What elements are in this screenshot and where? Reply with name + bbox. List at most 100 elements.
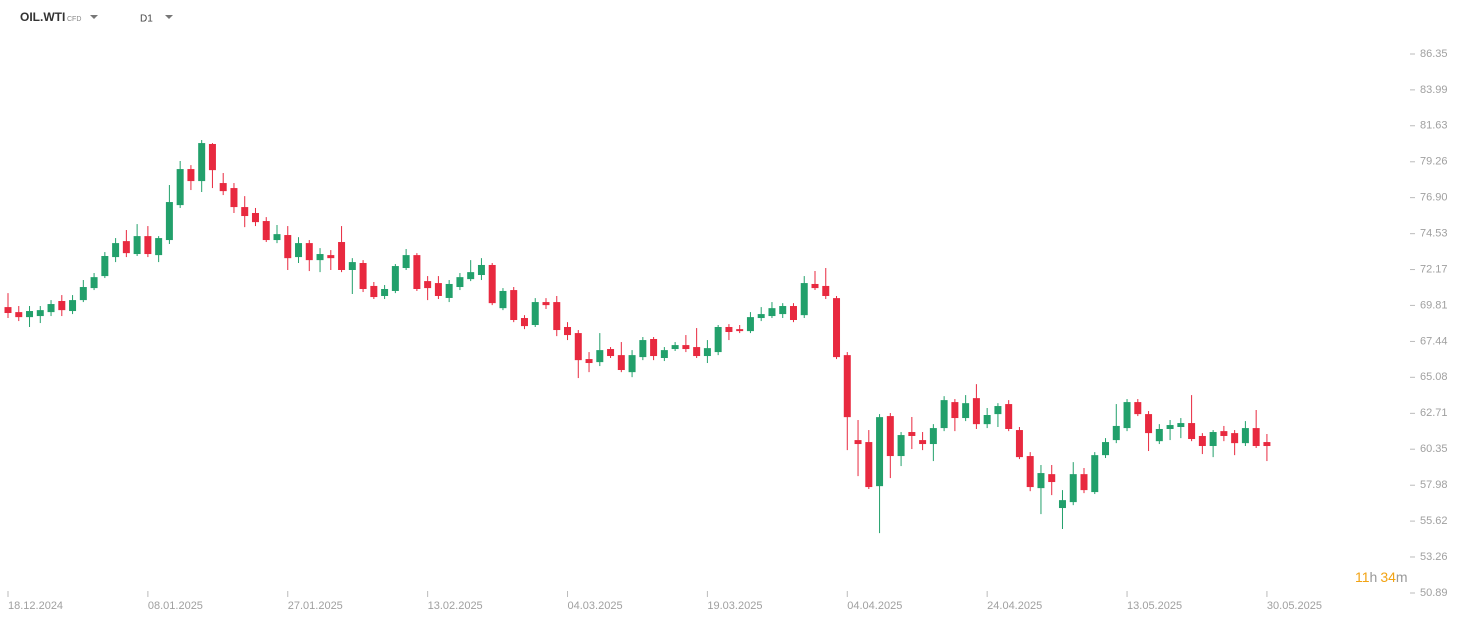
- y-tick-label: 83.99: [1420, 84, 1448, 96]
- candle-body: [779, 306, 787, 315]
- candle-body: [574, 333, 582, 361]
- candle-body: [919, 440, 927, 445]
- timeframe[interactable]: D1: [140, 14, 153, 25]
- countdown-unit: m: [1396, 569, 1408, 585]
- candle-body: [413, 255, 421, 289]
- candle-body: [908, 432, 916, 436]
- candle-body: [198, 143, 206, 182]
- candle-body: [520, 318, 528, 327]
- candle-body: [402, 255, 410, 269]
- candle-body: [112, 243, 120, 258]
- y-tick-label: 65.08: [1420, 371, 1448, 383]
- candle-body: [1026, 456, 1034, 488]
- candle-body: [434, 283, 442, 296]
- candle-body: [940, 400, 948, 429]
- candle-body: [58, 301, 66, 311]
- candle-body: [703, 348, 711, 357]
- candle-body: [230, 188, 238, 208]
- countdown-minutes: 34: [1380, 569, 1396, 585]
- candle-body: [639, 340, 647, 358]
- candle-body: [15, 312, 23, 318]
- candle-body: [876, 417, 884, 487]
- candle-body: [1177, 423, 1185, 428]
- candle-body: [746, 317, 754, 332]
- candle-body: [133, 236, 141, 255]
- candle-body: [542, 302, 550, 306]
- candle-body: [628, 355, 636, 373]
- candle-body: [843, 355, 851, 418]
- x-tick-label: 27.01.2025: [288, 600, 343, 612]
- candle-body: [391, 266, 399, 291]
- candle-body: [327, 255, 335, 259]
- dropdown-arrow[interactable]: [165, 15, 173, 19]
- candle-body: [316, 254, 324, 261]
- candle-body: [176, 169, 184, 206]
- candle-body: [295, 243, 303, 258]
- candle-body: [1231, 433, 1239, 444]
- candle-body: [929, 428, 937, 445]
- candle-body: [972, 398, 980, 425]
- candle-body: [273, 234, 281, 241]
- candle-body: [1112, 425, 1120, 441]
- candle-body: [26, 311, 34, 318]
- y-tick-label: 67.44: [1420, 335, 1448, 347]
- x-tick-label: 18.12.2024: [8, 600, 63, 612]
- y-tick-label: 57.98: [1420, 479, 1448, 491]
- candle-body: [122, 241, 130, 254]
- candle-body: [284, 235, 292, 259]
- candle-body: [1166, 425, 1174, 429]
- candle-body: [219, 183, 227, 192]
- candle-body: [241, 207, 249, 217]
- candle-body: [4, 307, 12, 314]
- candle-body: [1263, 442, 1271, 447]
- candle-body: [682, 345, 690, 350]
- candle-body: [305, 243, 313, 261]
- candle-body: [1145, 414, 1153, 434]
- y-tick-label: 69.81: [1420, 299, 1448, 311]
- candle-body: [1134, 402, 1142, 415]
- candle-body: [144, 236, 152, 255]
- candle-body: [262, 221, 270, 241]
- candle-body: [617, 355, 625, 371]
- y-tick-label: 76.90: [1420, 192, 1448, 204]
- candle-body: [1058, 500, 1066, 509]
- candle-body: [456, 277, 464, 288]
- candle-body: [424, 281, 432, 289]
- x-tick-label: 19.03.2025: [707, 600, 762, 612]
- candle-body: [607, 349, 615, 357]
- candle-body: [671, 345, 679, 350]
- x-tick-label: 13.05.2025: [1127, 600, 1182, 612]
- y-tick-label: 86.35: [1420, 48, 1448, 60]
- candle-body: [994, 406, 1002, 415]
- candle-body: [768, 308, 776, 317]
- candle-body: [1155, 428, 1163, 442]
- candle-body: [660, 350, 668, 359]
- candle-body: [1188, 423, 1196, 440]
- candle-body: [564, 326, 572, 336]
- candle-body: [553, 302, 561, 331]
- candle-body: [208, 143, 216, 171]
- y-tick-label: 60.35: [1420, 443, 1448, 455]
- candle-body: [155, 238, 163, 256]
- dropdown-arrow[interactable]: [90, 15, 98, 19]
- candle-body: [47, 304, 55, 313]
- x-tick-label: 04.04.2025: [847, 600, 902, 612]
- countdown-hours: 11: [1355, 569, 1370, 585]
- candle-body: [36, 310, 44, 317]
- candle-body: [90, 277, 98, 289]
- candle-body: [69, 300, 77, 312]
- candle-body: [1209, 432, 1217, 447]
- candle-body: [359, 263, 367, 289]
- x-tick-label: 04.03.2025: [568, 600, 623, 612]
- symbol[interactable]: OIL.WTI: [20, 10, 65, 24]
- candle-body: [477, 264, 485, 276]
- candle-body: [1005, 404, 1013, 429]
- candle-body: [897, 435, 905, 457]
- candle-body: [467, 272, 475, 280]
- candle-body: [1048, 474, 1056, 483]
- candle-body: [445, 283, 453, 298]
- y-tick-label: 62.71: [1420, 407, 1448, 419]
- candle-body: [1241, 428, 1249, 444]
- countdown: 11h 34m: [1355, 569, 1408, 585]
- y-tick-label: 55.62: [1420, 515, 1448, 527]
